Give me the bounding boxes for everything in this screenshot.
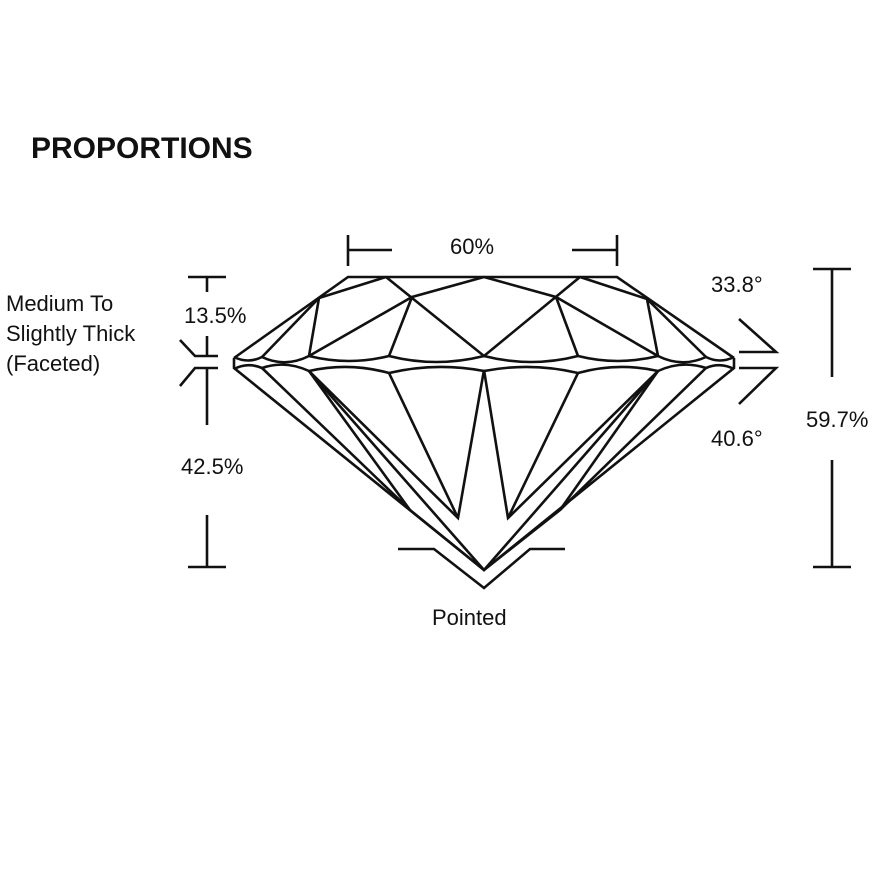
- culet-label: Pointed: [432, 605, 507, 630]
- table-percentage-label: 60%: [450, 234, 495, 259]
- pavilion-depth-marker: [179, 366, 226, 569]
- pavilion-angle-marker: [738, 366, 780, 405]
- crown-height-label: 13.5%: [184, 303, 247, 328]
- girdle-label-line1: Medium To: [6, 291, 114, 316]
- culet-marker: [398, 547, 565, 590]
- total-depth-marker: [813, 267, 851, 569]
- girdle-label-line2: Slightly Thick: [6, 321, 136, 346]
- diamond-outline: [232, 275, 736, 572]
- girdle-label-line3: (Faceted): [6, 351, 101, 376]
- crown-angle-marker: [738, 318, 780, 354]
- crown-height-marker: [179, 275, 226, 358]
- crown-angle-label: 33.8°: [711, 272, 763, 297]
- table-width-marker: [346, 235, 619, 266]
- pavilion-depth-label: 42.5%: [181, 454, 244, 479]
- pavilion-angle-label: 40.6°: [711, 426, 763, 451]
- total-depth-label: 59.7%: [806, 407, 869, 432]
- page-title: PROPORTIONS: [31, 132, 253, 165]
